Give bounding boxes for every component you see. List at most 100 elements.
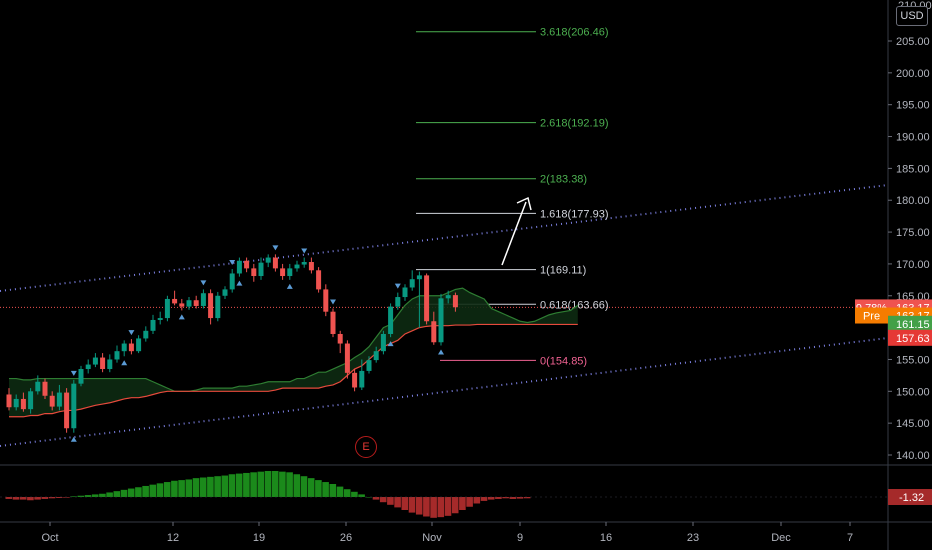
fib-level-label: 2.618(192.19) [540, 118, 609, 130]
fib-level-label: 1(169.11) [540, 265, 586, 277]
price-axis-label: 185.00 [896, 163, 930, 175]
histogram-bar [207, 476, 214, 497]
candle-body [107, 359, 113, 370]
histogram-bar [271, 471, 279, 497]
price-axis[interactable]: 210.00205.00200.00195.00190.00185.00180.… [888, 0, 932, 462]
candle-body [71, 383, 77, 429]
time-axis-label: 7 [847, 532, 853, 544]
histogram-bar [293, 474, 301, 497]
histogram-bar [221, 475, 229, 497]
currency-selector-button[interactable]: USD [896, 6, 928, 26]
price-tag-box [888, 315, 932, 332]
price-axis-label: 140.00 [896, 450, 930, 462]
histogram-bar [451, 497, 459, 514]
price-axis-label: 155.00 [896, 354, 930, 366]
channel-upper-line [0, 184, 889, 292]
histogram-tag-value: -1.32 [899, 492, 924, 504]
histogram-bar [502, 497, 509, 499]
histogram-bar [459, 497, 466, 510]
fib-level-label: 0.618(163.66) [540, 299, 609, 311]
histogram-bar [322, 482, 329, 497]
histogram-bar [12, 497, 20, 500]
fibonacci-extension: 3.618(206.46) 2.618(192.19) 2(183.38) 1.618… [416, 27, 609, 367]
histogram-bar [99, 493, 106, 497]
histogram-bar [84, 495, 92, 497]
time-axis-label: Dec [771, 532, 791, 544]
candle-body [193, 300, 199, 306]
swing-high-marker [200, 280, 207, 286]
candle-body [179, 303, 185, 307]
histogram-bar [192, 478, 200, 497]
candle-body [78, 369, 84, 384]
histogram-bar [387, 497, 394, 505]
histogram-bar [41, 497, 49, 499]
histogram-bar [235, 473, 243, 497]
candle-body [301, 262, 307, 265]
swing-high-marker [229, 260, 236, 266]
swing-markers [70, 245, 444, 442]
candle-body [244, 260, 250, 269]
histogram-bar [408, 497, 416, 513]
histogram-bar [315, 480, 322, 497]
histogram-bar [178, 480, 185, 497]
swing-low-marker [178, 314, 185, 320]
candle-body [380, 333, 386, 352]
candle-body [265, 257, 271, 263]
candle-body [208, 293, 214, 319]
ichimoku-cloud [9, 287, 579, 418]
earnings-event-badge[interactable]: E [355, 436, 377, 458]
candle-body [85, 364, 91, 370]
histogram-bar [495, 497, 502, 499]
projection-arrow-head [516, 196, 532, 211]
histogram-bar [365, 497, 373, 498]
candle-body [143, 330, 149, 339]
candle-body [215, 295, 221, 319]
histogram-bar [358, 494, 365, 497]
price-axis-label: 200.00 [896, 68, 930, 80]
histogram-bar [142, 485, 149, 497]
histogram-bar [163, 482, 171, 497]
candle-body [359, 370, 365, 388]
histogram-bar [27, 497, 34, 501]
price-axis-label: 150.00 [896, 386, 930, 398]
price-axis-label: 195.00 [896, 100, 930, 112]
price-axis-label: 175.00 [896, 227, 930, 239]
histogram-bar [415, 497, 423, 515]
candle-body [424, 275, 430, 322]
histogram-bar [351, 491, 358, 497]
candle-body [56, 392, 62, 407]
histogram-bar [34, 497, 41, 500]
histogram-bar [473, 497, 481, 504]
price-axis-label: 145.00 [896, 418, 930, 430]
time-axis-label: 12 [167, 532, 179, 544]
histogram-bar [372, 497, 380, 500]
candle-body [114, 351, 120, 360]
swing-low-marker [387, 341, 394, 347]
swing-high-marker [394, 283, 401, 289]
cloud-upper-line [9, 287, 579, 392]
price-axis-label: 205.00 [896, 36, 930, 48]
candle-body [445, 295, 451, 299]
candle-body [251, 268, 257, 277]
candle-body [416, 275, 422, 280]
histogram-bar [214, 476, 221, 497]
time-axis[interactable]: Oct 12 19 26 Nov 9 16 23 Dec 7 [41, 522, 853, 544]
histogram-bar [149, 484, 157, 497]
candle-body [395, 297, 401, 307]
histogram-bar [48, 497, 56, 499]
candle-body [136, 338, 142, 352]
histogram-bar [516, 497, 524, 499]
candle-body [200, 293, 206, 306]
time-axis-label: 19 [253, 532, 265, 544]
candle-body [431, 321, 437, 343]
histogram-bar [257, 471, 265, 497]
candle-body [409, 279, 415, 288]
candle-body [388, 306, 394, 334]
price-axis-label: 190.00 [896, 132, 930, 144]
histogram-bar [300, 476, 308, 497]
candle-body [229, 273, 235, 290]
histogram-bar [5, 497, 13, 499]
